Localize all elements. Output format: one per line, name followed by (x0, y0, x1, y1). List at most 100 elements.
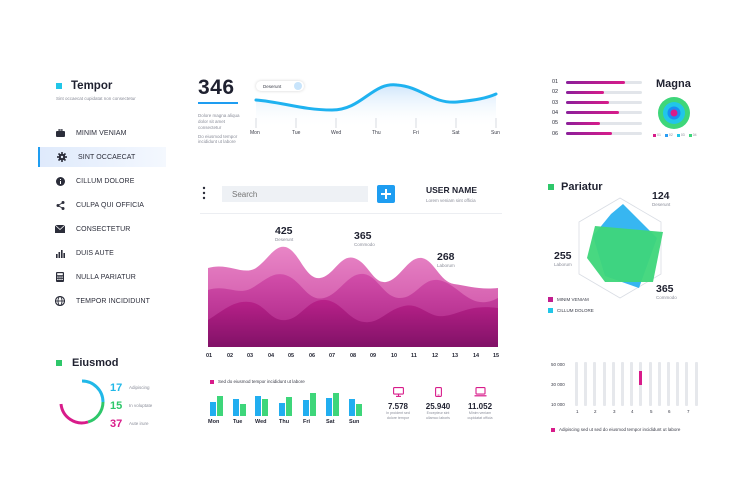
weekly-bar-green (262, 399, 268, 416)
magna-bar-track (566, 80, 642, 84)
legend-item: CILLUM DOLORE (548, 308, 594, 313)
item-value: 15 (110, 400, 123, 412)
right-bar-track (676, 362, 680, 406)
magna-bar-track (566, 111, 642, 115)
divider (200, 213, 502, 214)
x-tick-label: Mon (208, 419, 220, 425)
x-tick-label: 01 (206, 353, 213, 359)
top-big-number: 346 (198, 76, 235, 99)
donut-arc-blue (81, 379, 105, 403)
magna-bar-row: 03 (552, 99, 644, 107)
sidebar-item-culpa-qui-officia[interactable]: CULPA QUI OFFICIA (38, 195, 166, 215)
sidebar-item-label: CILLUM DOLORE (76, 177, 135, 185)
magna-bar-fill (566, 90, 604, 94)
pariatur-legend: MINIM VENIAM CILLUM DOLORE (548, 297, 594, 313)
right-bar-track (630, 362, 634, 406)
weekly-x-axis: Mon Tue Wed Thu Fri Sat Sun (208, 419, 368, 427)
magna-legend-item: 03 (676, 132, 685, 138)
magna-bar-track (566, 132, 642, 135)
x-tick-label: Sat (326, 419, 335, 425)
device-value: 25.940 (425, 402, 451, 411)
magna-title: Magna (656, 78, 691, 90)
magna-bar-row: 01 (552, 78, 644, 86)
right-bar-track (575, 362, 578, 406)
bar-chart-icon (54, 247, 66, 259)
magna-bar-row: 04 (552, 109, 644, 117)
search-input[interactable] (222, 186, 368, 202)
eiusmod-header: Eiusmod (56, 357, 118, 369)
right-bar-track (621, 362, 624, 406)
magna-row-label: 02 (552, 89, 559, 96)
sidebar-item-cillum-dolore[interactable]: CILLUM DOLORE (38, 171, 166, 191)
more-menu-button[interactable] (202, 186, 208, 202)
pariatur-square (548, 184, 554, 190)
x-tick-label: Thu (279, 419, 290, 425)
add-button[interactable] (377, 185, 395, 203)
magna-row-label: 03 (552, 99, 559, 106)
stat-value: 255 (554, 250, 572, 262)
right-bar-track (611, 362, 615, 406)
stat-label: Deserunt (652, 202, 671, 207)
legend-item: MINIM VENIAM (548, 297, 594, 302)
sidebar-item-label: DUIS AUTE (76, 249, 114, 257)
magna-bar-list: 01 02 03 04 05 06 (552, 78, 644, 140)
item-label: In voluptate (129, 403, 153, 409)
pariatur-stat-3: 365 Commodo (656, 283, 677, 301)
x-tick-label: 07 (329, 353, 336, 359)
x-tick-label: 03 (247, 353, 254, 359)
sidebar-item-duis-aute[interactable]: DUIS AUTE (38, 243, 166, 263)
right-y-axis: 50 000 30 000 10 000 (547, 362, 587, 412)
top-line-area (256, 84, 496, 128)
x-tick-label: 09 (370, 353, 377, 359)
item-value: 17 (110, 382, 123, 394)
magna-bar-track (566, 101, 642, 105)
main-stat-2: 365 Commodo (354, 230, 375, 248)
stat-value: 124 (652, 190, 670, 202)
stat-value: 425 (275, 225, 293, 237)
legend-swatch (551, 427, 555, 432)
x-tick-label: 15 (493, 353, 500, 359)
x-tick-label: Mon (250, 130, 260, 136)
main-stat-3: 268 Laborum (437, 251, 455, 269)
globe-icon (54, 295, 66, 307)
stat-label: Commodo (354, 242, 375, 247)
x-tick-label: 06 (309, 353, 316, 359)
right-bar-track (694, 362, 698, 406)
top-stat-underline (198, 102, 238, 104)
magna-bar-row: 05 (552, 119, 644, 127)
main-stat-1: 425 Deserunt (275, 225, 293, 243)
magna-legend-item: 04 (688, 132, 697, 138)
item-label: Aute irure (129, 421, 149, 427)
brand-title: Tempor (71, 80, 113, 92)
magna-row-label: 06 (552, 130, 559, 137)
plus-icon (381, 189, 391, 199)
x-tick-label: 08 (350, 353, 357, 359)
stat-label: Laborum (437, 263, 455, 268)
briefcase-icon (54, 127, 66, 139)
right-bar-track (639, 362, 643, 406)
top-desc-1: Dolore magna aliqua dolor sit amet conse… (198, 113, 240, 130)
top-line-path (254, 83, 498, 112)
weekly-bar-blue (303, 400, 309, 416)
sidebar-item-tempor-incididunt[interactable]: TEMPOR INCIDIDUNT (38, 291, 166, 311)
right-bar-highlight (639, 370, 643, 386)
magna-target-chart (658, 97, 690, 129)
pariatur-header: Pariatur (548, 181, 603, 193)
sidebar-item-nulla-pariatur[interactable]: NULLA PARIATUR (38, 267, 166, 287)
eiusmod-donut-chart (59, 379, 105, 425)
sidebar-item-minim-veniam[interactable]: MINIM VENIAM (38, 123, 166, 143)
magna-bar-fill (566, 132, 612, 135)
device-laptop: 11.052 Minim veniam cupidatat officia (463, 384, 497, 420)
sidebar-item-consectetur[interactable]: CONSECTETUR (38, 219, 166, 239)
device-stats: 7.578 In proident sed dolore tempor 25.9… (383, 384, 503, 434)
right-bar-track (685, 362, 689, 406)
stat-value: 365 (354, 230, 372, 242)
sidebar-nav: MINIM VENIAM SINT OCCAECAT CILLUM DOLORE… (38, 123, 168, 313)
sidebar-item-sint-occaecat[interactable]: SINT OCCAECAT (38, 147, 166, 167)
eiusmod-item: 37 Aute irure (110, 417, 152, 431)
right-bar-track (648, 362, 652, 406)
y-tick-label: 10 000 (551, 402, 565, 407)
main-x-axis: 01 02 03 04 05 06 07 08 09 10 11 12 13 1… (206, 353, 502, 361)
magna-row-label: 01 (552, 79, 559, 85)
device-value: 7.578 (387, 402, 409, 411)
